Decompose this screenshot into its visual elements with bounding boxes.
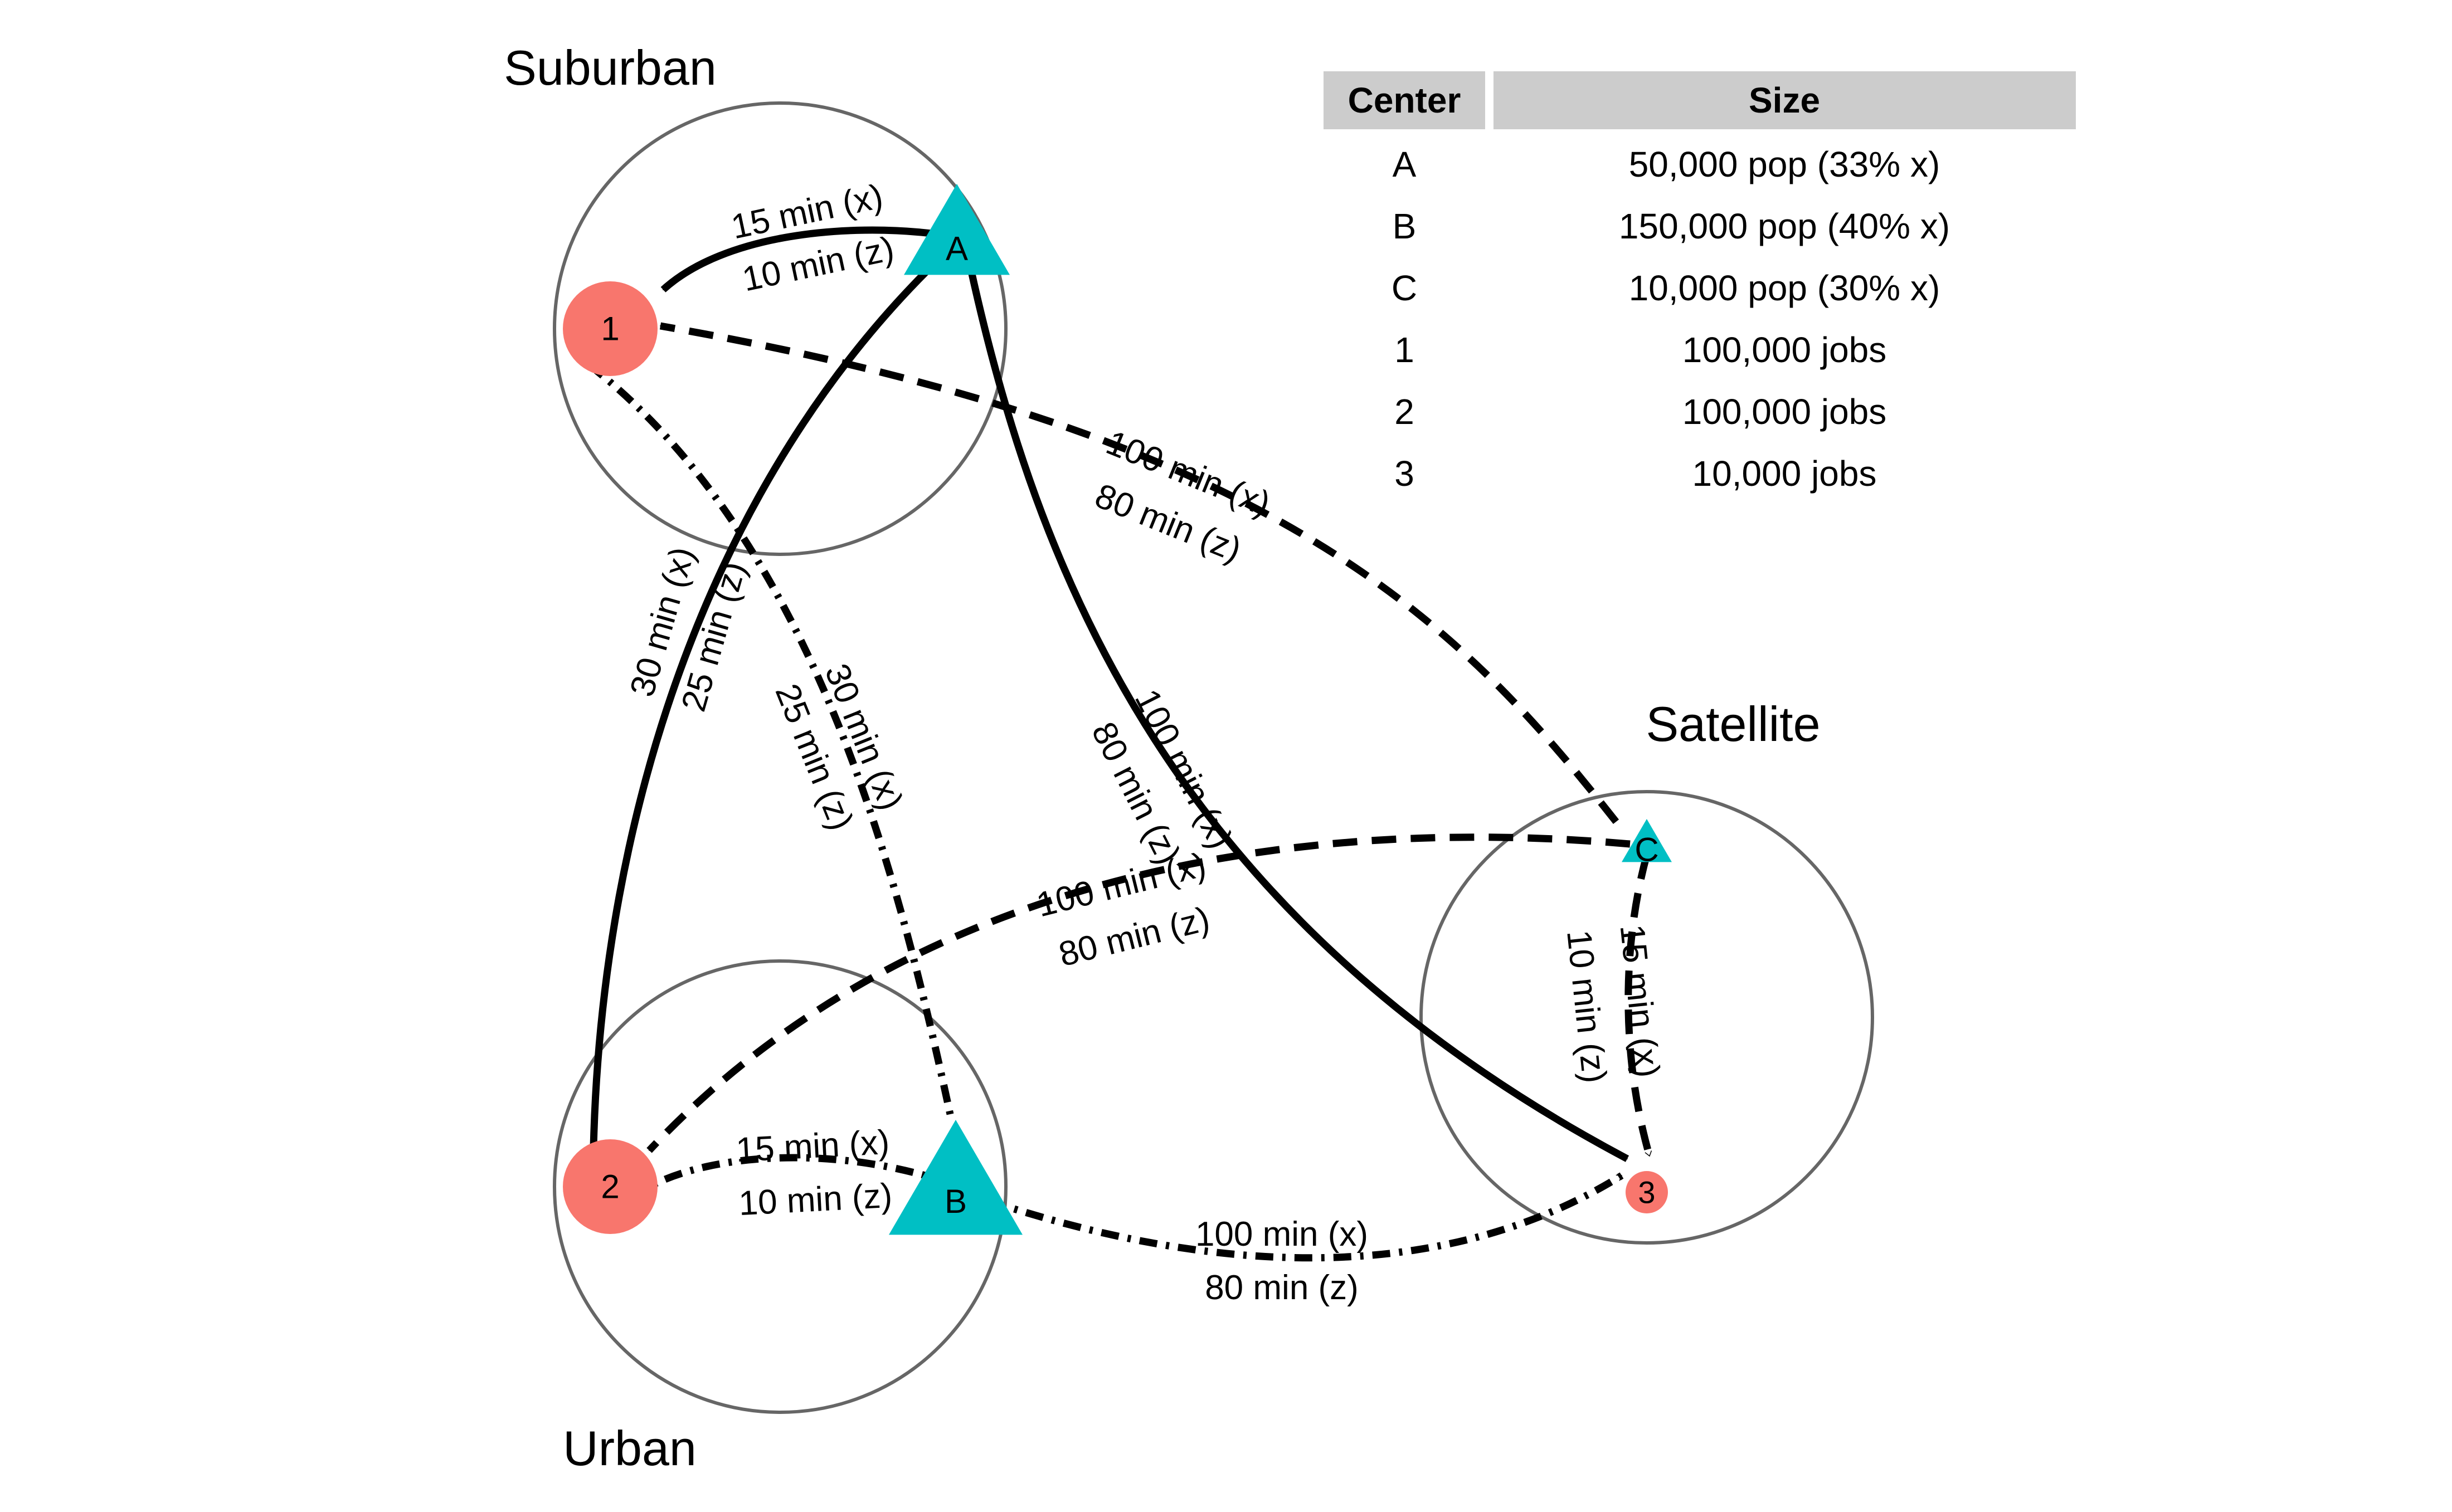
- edge-A-2: [590, 259, 939, 1149]
- edge-C-3-time-z: 10 min (z): [1559, 928, 1613, 1085]
- table-cell-center: A: [1393, 144, 1417, 184]
- edge-C-2: [646, 833, 1631, 1153]
- node-B-label: B: [945, 1183, 967, 1220]
- center-C-triangle: [1622, 819, 1672, 862]
- region-satellite-label: Satellite: [1646, 696, 1820, 752]
- table-cell-center: C: [1392, 268, 1417, 308]
- edge-B-1-label: 30 min (x)25 min (z): [768, 659, 911, 835]
- edge-C-3-time-x: 15 min (x): [1613, 923, 1667, 1079]
- jobs-3-circle: [1626, 1171, 1668, 1213]
- table-cell-center: 2: [1394, 392, 1414, 432]
- edge-B-3-time-z: 80 min (z): [1205, 1269, 1359, 1307]
- table-cell-center: 3: [1394, 453, 1414, 494]
- edges: [590, 226, 1653, 1262]
- node-C-label: C: [1634, 831, 1658, 868]
- region-suburban-circle: [553, 101, 1008, 556]
- edge-A-1-label: 15 min (x)10 min (z): [728, 177, 897, 299]
- edge-A-2-label: 30 min (x)25 min (z): [623, 543, 754, 715]
- edge-B-3-label: 100 min (x) 80 min (z): [1195, 1215, 1368, 1307]
- edge-A-3-label: 100 min (x)80 min (z): [1084, 683, 1240, 870]
- edge-C-3: [1624, 854, 1653, 1157]
- table-cell-size: 10,000 pop (30% x): [1629, 268, 1940, 308]
- table-cell-center: 1: [1394, 330, 1414, 370]
- table-cell-size: 10,000 jobs: [1692, 453, 1877, 494]
- edge-B-1: [593, 367, 954, 1115]
- table-cell-size: 100,000 jobs: [1682, 330, 1887, 370]
- edge-C-1-label: 100 min (x)80 min (z): [1090, 423, 1276, 570]
- center-A-triangle: [904, 184, 1010, 275]
- table-cell-size: 50,000 pop (33% x): [1629, 144, 1940, 184]
- table-header-center: Center: [1348, 80, 1461, 120]
- table-cell-center: B: [1393, 206, 1417, 246]
- center-B-triangle: [889, 1120, 1023, 1235]
- jobs-2-circle: [563, 1139, 658, 1234]
- edge-A-1: [660, 226, 937, 292]
- table-cell-size: 150,000 pop (40% x): [1619, 206, 1950, 246]
- size-table: Center Size A 50,000 pop (33% x) B 150,000 po…: [1324, 71, 2076, 494]
- table-cell-size: 100,000 jobs: [1682, 392, 1887, 432]
- regions: Suburban Satellite Urban: [504, 40, 1874, 1476]
- edge-B-2-label: 15 min (x) 10 min (z): [735, 1123, 893, 1223]
- region-urban-circle: [553, 959, 1008, 1414]
- edge-B-2-time-z: 10 min (z): [738, 1177, 893, 1223]
- table-header-cell-bg: [1324, 71, 1485, 129]
- node-2-label: 2: [601, 1168, 619, 1206]
- edge-A-3: [963, 250, 1629, 1162]
- jobs-1-circle: [563, 281, 658, 376]
- edge-C-3-label: 15 min (x)10 min (z): [1559, 923, 1667, 1085]
- node-3-label: 3: [1638, 1175, 1655, 1210]
- edge-B-3-time-x: 100 min (x): [1195, 1215, 1368, 1254]
- edge-B-2: [647, 1154, 926, 1190]
- region-urban-label: Urban: [563, 1421, 697, 1476]
- table-header-size: Size: [1749, 80, 1820, 120]
- region-suburban-label: Suburban: [504, 40, 717, 95]
- table-header-cell-bg: [1493, 71, 2076, 129]
- region-satellite-circle: [1419, 790, 1874, 1245]
- edge-B-3: [1013, 1172, 1624, 1262]
- edge-B-2-time-x: 15 min (x): [735, 1123, 891, 1169]
- edge-C-2-label: 100 min (x)80 min (z): [1033, 845, 1213, 974]
- node-1-label: 1: [601, 310, 619, 348]
- node-A-label: A: [946, 230, 968, 267]
